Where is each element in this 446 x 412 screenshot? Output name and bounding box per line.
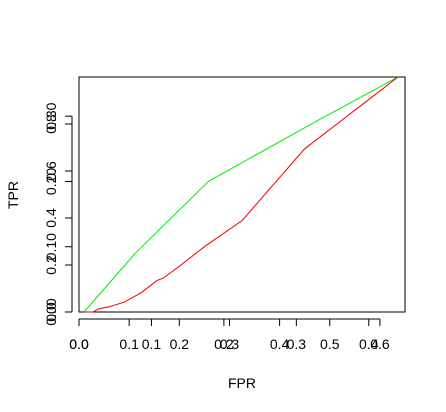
y-tick-label: 0.0 (43, 302, 59, 322)
y-tick-label: 0.30 (43, 102, 59, 129)
axes-layer: 0.0 0.1 0.2 0.3 0.4 0.5 0.60.000.100.200.300.0… (43, 102, 390, 352)
y-tick-label: 0.8 (43, 114, 59, 134)
y-tick-label: 0.2 (43, 255, 59, 275)
x-tick-label: 0.1 (119, 336, 139, 352)
series-line-1 (83, 76, 399, 313)
y-tick-label: 0.20 (43, 168, 59, 195)
x-tick-label: 0.2 (170, 336, 190, 352)
y-tick-label: 0.4 (43, 208, 59, 228)
series-layer (83, 76, 399, 313)
x-tick-label: 0.3 (287, 336, 307, 352)
y-axis-title: TPR (5, 181, 21, 209)
x-tick-label: 0.3 (220, 336, 240, 352)
x-tick-label: 0.1 (142, 336, 162, 352)
x-tick-label: 0.4 (359, 336, 379, 352)
y-tick-label: 0.10 (43, 233, 59, 260)
x-axis-title: FPR (228, 375, 256, 391)
series-line-2 (84, 76, 399, 313)
x-tick-label: 0.2 (214, 336, 234, 352)
x-tick-label: 0.0 (69, 336, 89, 352)
y-tick-label: 0.6 (43, 161, 59, 181)
x-tick-label: 0.4 (270, 336, 290, 352)
x-tick-label: 0.0 (69, 336, 89, 352)
y-tick-label: 0.00 (43, 298, 59, 325)
x-tick-label: 0.6 (370, 336, 390, 352)
x-tick-label: 0.5 (320, 336, 340, 352)
plot-frame (78, 76, 406, 313)
